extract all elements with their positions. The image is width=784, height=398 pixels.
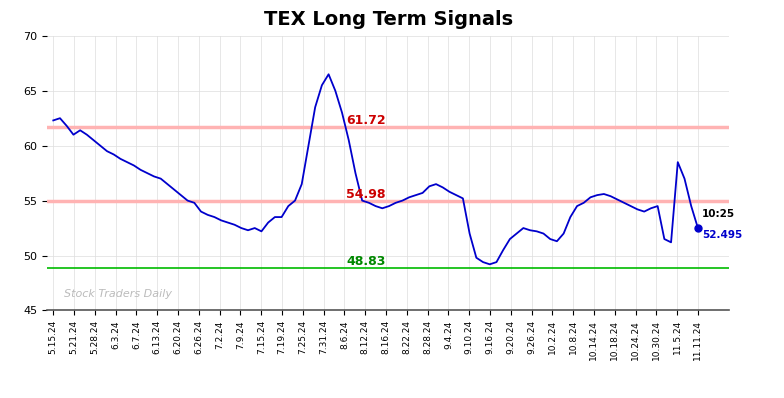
Title: TEX Long Term Signals: TEX Long Term Signals xyxy=(263,10,513,29)
Text: 48.83: 48.83 xyxy=(347,255,386,268)
Text: Stock Traders Daily: Stock Traders Daily xyxy=(64,289,172,299)
Text: 10:25: 10:25 xyxy=(702,209,735,219)
Text: 52.495: 52.495 xyxy=(702,230,742,240)
Text: 61.72: 61.72 xyxy=(347,114,386,127)
Text: 54.98: 54.98 xyxy=(347,188,386,201)
